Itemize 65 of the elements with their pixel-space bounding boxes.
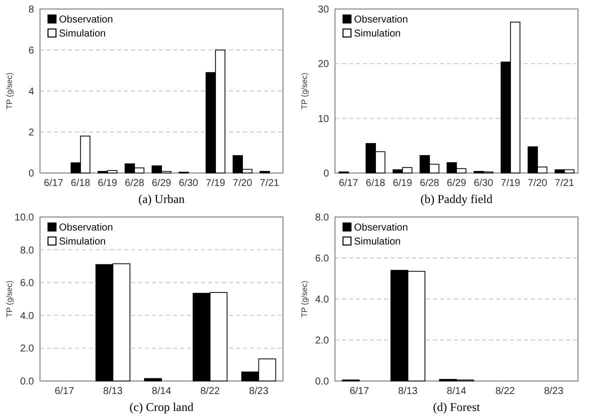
x-tick-label: 6/18 bbox=[70, 178, 91, 189]
y-tick-label: 0 bbox=[323, 168, 330, 180]
x-tick-label: 8/13 bbox=[398, 386, 418, 397]
x-tick-label: 8/22 bbox=[495, 386, 516, 397]
x-tick-label: 6/30 bbox=[178, 178, 199, 189]
y-tick-label: 8.0 bbox=[20, 245, 34, 256]
legend-label: Simulation bbox=[354, 28, 401, 40]
legend-label: Simulation bbox=[354, 236, 401, 248]
y-tick-label: 2.0 bbox=[315, 336, 330, 346]
y-tick-label: 4.0 bbox=[315, 294, 330, 306]
y-tick-label: 30 bbox=[318, 4, 330, 16]
x-tick-label: 6/30 bbox=[474, 178, 494, 189]
text: (c) Crop land bbox=[130, 400, 194, 414]
x-tick-label: 7/19 bbox=[206, 178, 226, 189]
legend-label: Observation bbox=[59, 14, 113, 26]
x-tick-label: 6/19 bbox=[98, 178, 118, 189]
x-tick-label: 8/13 bbox=[103, 386, 124, 397]
x-tick-label: 7/20 bbox=[232, 178, 253, 189]
x-tick-label: 6/28 bbox=[420, 178, 440, 189]
y-tick-label: 0.0 bbox=[315, 376, 330, 388]
x-tick-label: 7/21 bbox=[260, 178, 280, 189]
y-tick-label: 2.0 bbox=[20, 344, 34, 355]
x-tick-label: 6/17 bbox=[350, 386, 370, 397]
x-tick-label: 7/21 bbox=[554, 178, 575, 189]
legend-label: Observation bbox=[354, 222, 408, 234]
x-tick-label: 6/17 bbox=[44, 178, 64, 189]
y-tick-label: 4 bbox=[28, 86, 34, 98]
x-tick-label: 6/17 bbox=[338, 178, 359, 189]
x-tick-label: 6/29 bbox=[152, 178, 172, 189]
x-tick-label: 6/19 bbox=[392, 178, 413, 189]
x-tick-label: 8/14 bbox=[446, 386, 467, 397]
x-tick-label: 6/29 bbox=[446, 178, 467, 189]
bar bbox=[144, 378, 162, 382]
y-tick-label: 0 bbox=[28, 168, 34, 180]
y-tick-label: 6.0 bbox=[315, 254, 330, 264]
x-tick-label: 6/18 bbox=[366, 178, 386, 189]
x-tick-label: 6/28 bbox=[124, 178, 145, 189]
y-tick-label: 8.0 bbox=[315, 212, 330, 224]
legend-label: Simulation bbox=[59, 236, 106, 248]
y-tick-label: 8 bbox=[28, 4, 34, 16]
x-tick-label: 7/19 bbox=[500, 178, 521, 189]
y-tick-label: 4.0 bbox=[20, 310, 34, 322]
text: (b) Paddy field bbox=[420, 192, 492, 206]
x-tick-label: 8/14 bbox=[152, 386, 172, 397]
x-tick-label: 8/23 bbox=[544, 386, 564, 397]
legend-label: Observation bbox=[59, 222, 113, 234]
y-axis-title: TP (g/sec) bbox=[300, 280, 309, 318]
x-tick-label: 8/23 bbox=[248, 386, 269, 397]
y-tick-label: 10.0 bbox=[14, 212, 34, 224]
y-tick-label: 0.0 bbox=[20, 376, 34, 388]
x-tick-label: 6/17 bbox=[54, 386, 74, 397]
x-tick-label: 7/20 bbox=[528, 178, 548, 189]
y-tick-label: 6 bbox=[28, 46, 34, 56]
y-tick-label: 10 bbox=[318, 114, 330, 125]
text: (a) Urban bbox=[138, 192, 185, 206]
y-tick-label: 6.0 bbox=[20, 278, 34, 290]
text: (d) Forest bbox=[433, 400, 481, 414]
y-axis-title: TP (g/sec) bbox=[5, 280, 14, 318]
x-tick-label: 8/22 bbox=[200, 386, 220, 397]
legend-label: Observation bbox=[354, 14, 408, 26]
legend-label: Simulation bbox=[59, 28, 106, 40]
y-tick-label: 20 bbox=[318, 59, 330, 70]
y-tick-label: 2 bbox=[28, 128, 34, 138]
y-axis-title: TP (g/sec) bbox=[300, 72, 309, 110]
y-axis-title: TP (g/sec) bbox=[5, 72, 14, 110]
